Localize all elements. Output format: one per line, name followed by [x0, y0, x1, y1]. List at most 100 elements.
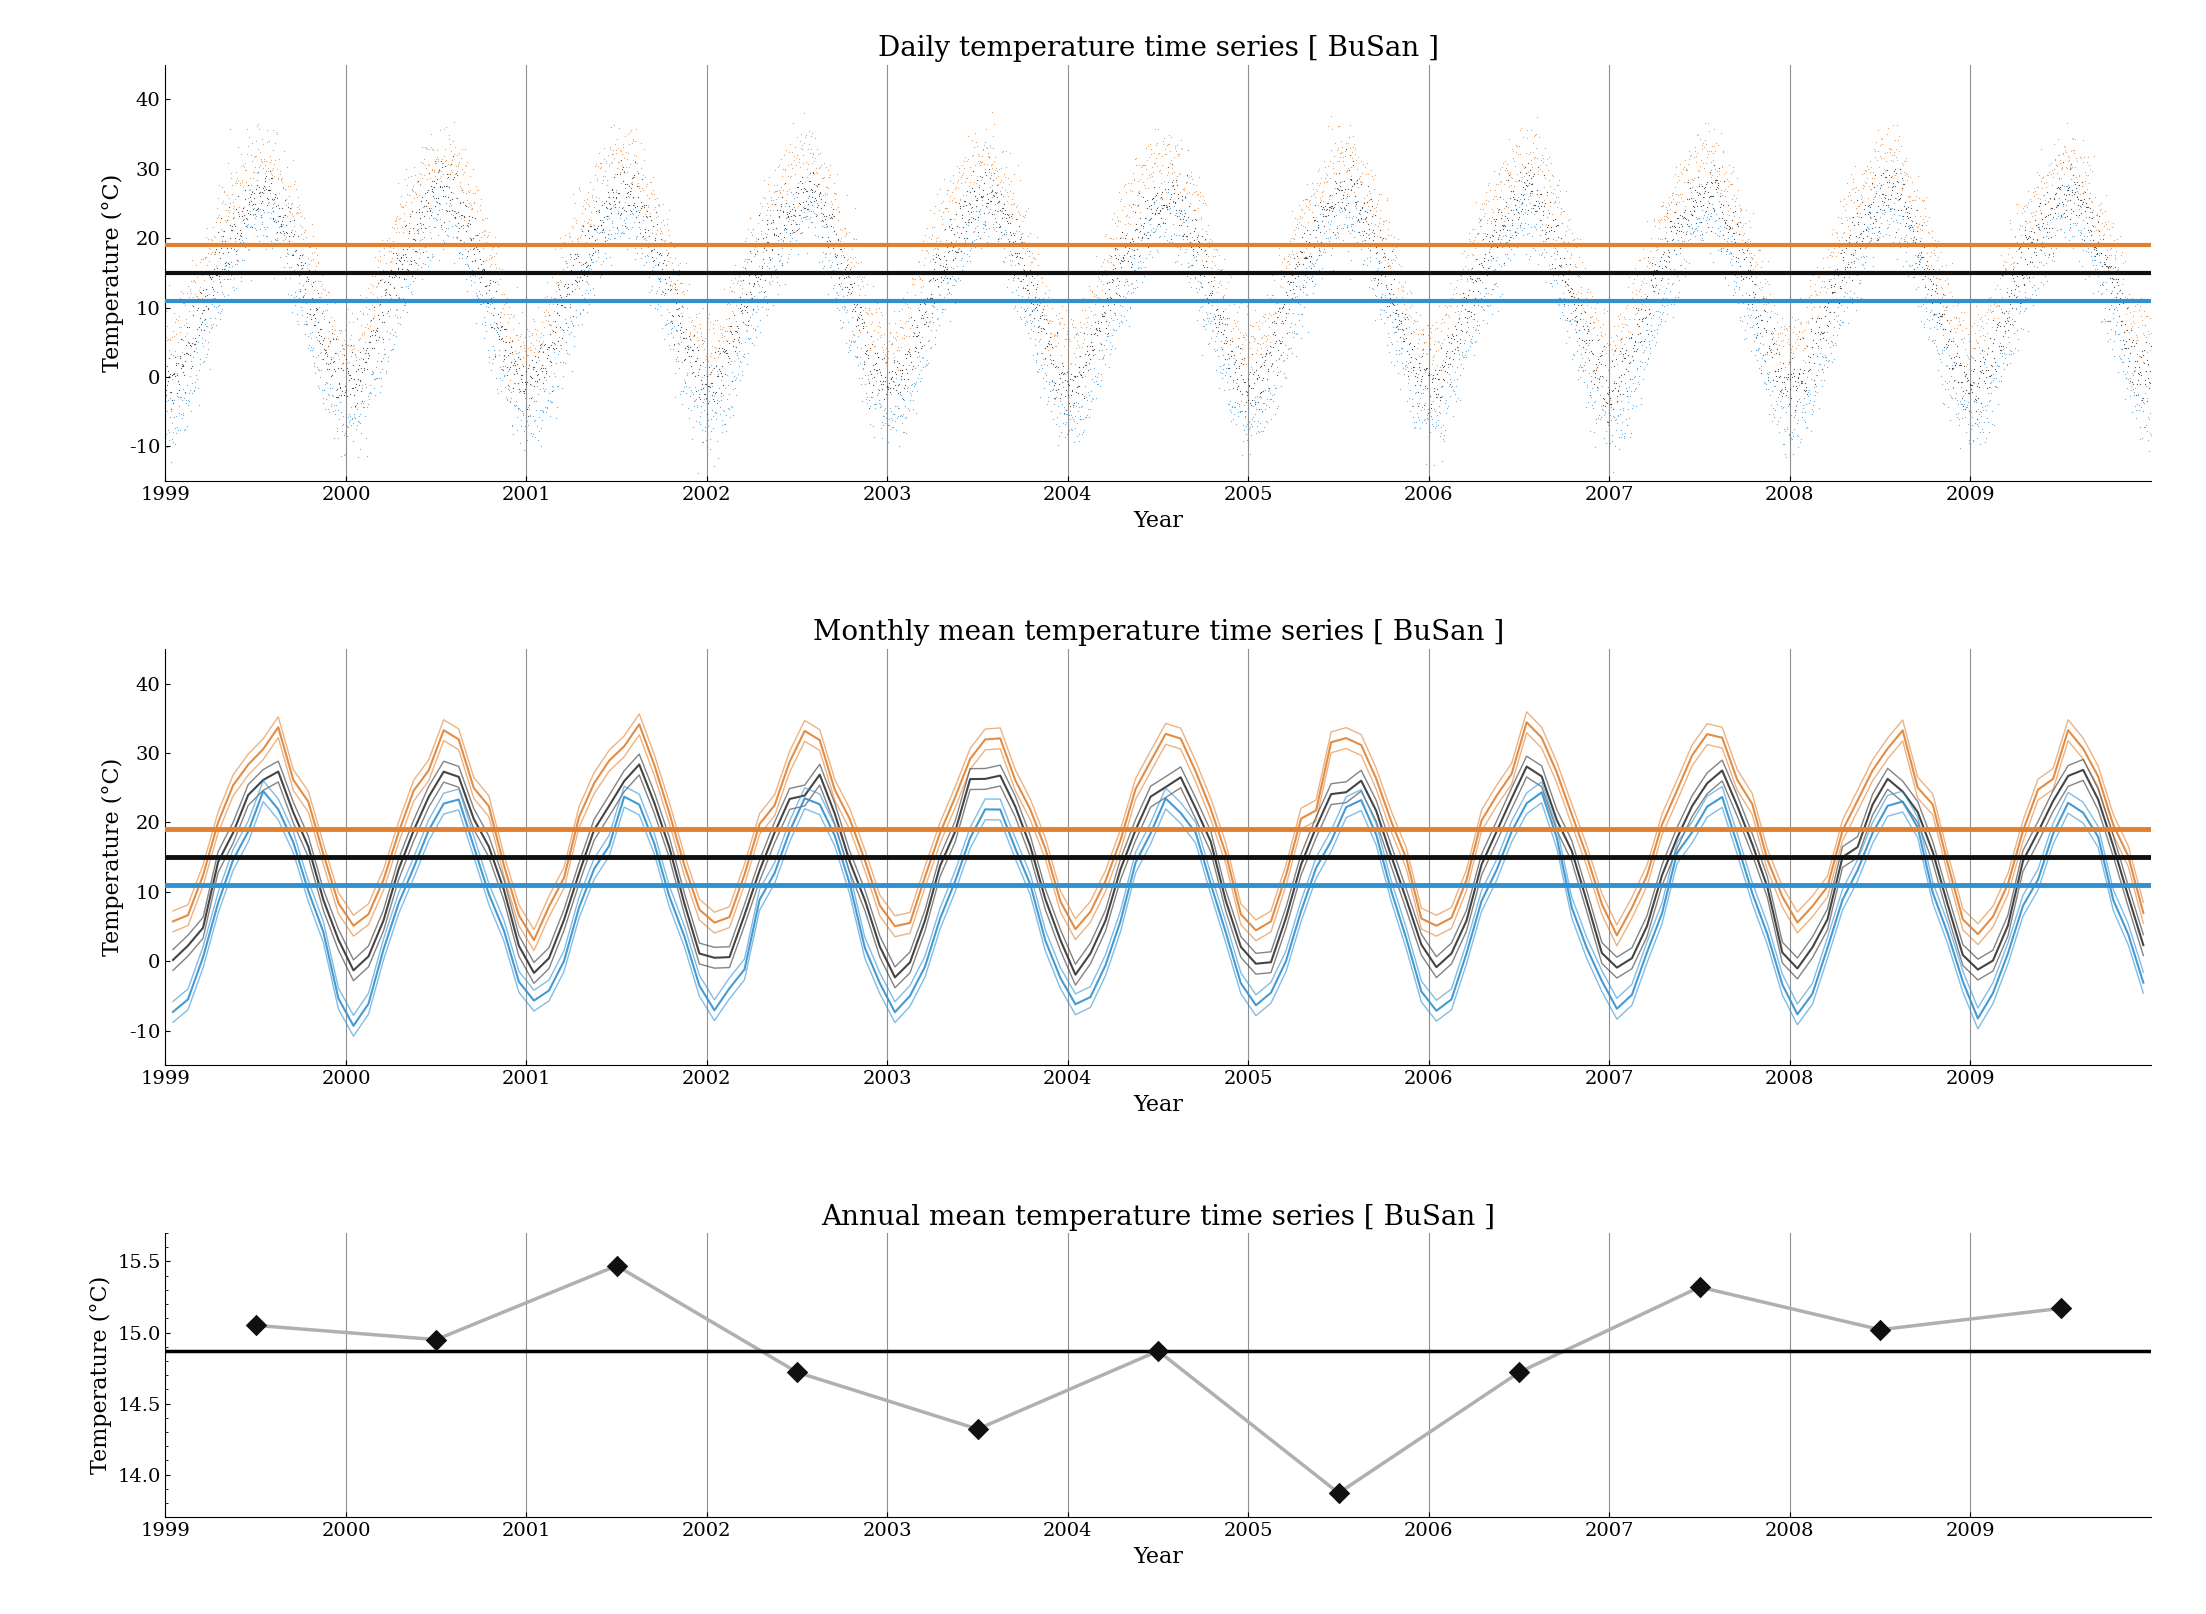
Point [1326, 152, 1361, 178]
Point [1754, 299, 1789, 324]
Point [1798, 308, 1833, 334]
Point [902, 362, 938, 387]
Point [693, 341, 728, 366]
Point [232, 184, 267, 210]
Point [940, 268, 975, 294]
Point [1661, 268, 1696, 294]
Point [1864, 126, 1899, 152]
Point [1079, 244, 1114, 270]
Point [651, 300, 686, 326]
Point [1602, 328, 1637, 353]
Point [536, 292, 571, 318]
Point [1771, 326, 1807, 352]
Point [852, 295, 887, 321]
Point [1635, 273, 1670, 299]
Point [763, 260, 799, 286]
Point [593, 136, 629, 161]
Point [852, 387, 887, 413]
Point [1328, 139, 1363, 165]
Point [1361, 266, 1396, 292]
Point [1054, 378, 1090, 404]
Point [633, 276, 668, 302]
Point [538, 315, 574, 341]
Point [362, 291, 397, 316]
Point [360, 315, 395, 341]
Point [472, 247, 507, 273]
Point [1615, 342, 1650, 368]
Point [512, 392, 547, 418]
Point [627, 252, 662, 278]
Point [836, 294, 871, 320]
Point [867, 365, 902, 391]
Point [490, 362, 525, 387]
Point [1493, 224, 1529, 250]
Point [699, 445, 735, 471]
Point [1767, 355, 1802, 381]
Point [501, 328, 536, 353]
Point [1321, 169, 1357, 195]
Point [1829, 260, 1864, 286]
Point [1152, 190, 1187, 216]
Point [1652, 208, 1688, 234]
Point [607, 171, 642, 197]
Point [1021, 326, 1057, 352]
Point [1257, 268, 1293, 294]
Point [1410, 341, 1445, 366]
Point [768, 216, 803, 242]
Point [1399, 379, 1434, 405]
Point [1363, 236, 1399, 261]
Point [223, 153, 258, 179]
Point [382, 286, 417, 312]
Point [1864, 131, 1899, 157]
Point [1074, 302, 1110, 328]
Point [210, 236, 245, 261]
Point [1288, 282, 1324, 308]
Point [821, 228, 856, 253]
Point [690, 373, 726, 399]
Point [1143, 223, 1178, 249]
Point [426, 184, 461, 210]
Point [150, 399, 185, 424]
Point [1688, 171, 1723, 197]
Point [234, 142, 269, 168]
Point [1791, 284, 1827, 310]
Point [463, 224, 499, 250]
Point [1469, 179, 1504, 205]
Point [1251, 357, 1286, 383]
Point [1928, 353, 1963, 379]
Point [1699, 179, 1734, 205]
Point [1324, 186, 1359, 211]
Point [1730, 287, 1765, 313]
Point [2080, 202, 2116, 228]
Point [1010, 284, 1046, 310]
Point [430, 165, 465, 190]
Point [1650, 228, 1685, 253]
Point [1908, 249, 1943, 274]
Point [686, 326, 721, 352]
Point [1615, 336, 1650, 362]
Point [832, 244, 867, 270]
Point [1897, 224, 1932, 250]
Point [527, 303, 563, 329]
Point [468, 312, 503, 337]
Point [587, 224, 622, 250]
Point [148, 378, 183, 404]
Point [452, 190, 488, 216]
Point [1326, 168, 1361, 194]
Point [1180, 182, 1216, 208]
Point [1319, 202, 1354, 228]
Point [1921, 313, 1957, 339]
Point [1410, 405, 1445, 431]
Point [1101, 203, 1136, 229]
Point [688, 353, 724, 379]
Point [1846, 255, 1882, 281]
Point [1553, 305, 1588, 331]
Point [379, 245, 415, 271]
Point [1796, 342, 1831, 368]
Point [1730, 228, 1765, 253]
Point [1096, 226, 1132, 252]
Point [1052, 394, 1088, 420]
Point [1485, 202, 1520, 228]
Point [384, 274, 419, 300]
Point [2036, 197, 2071, 223]
